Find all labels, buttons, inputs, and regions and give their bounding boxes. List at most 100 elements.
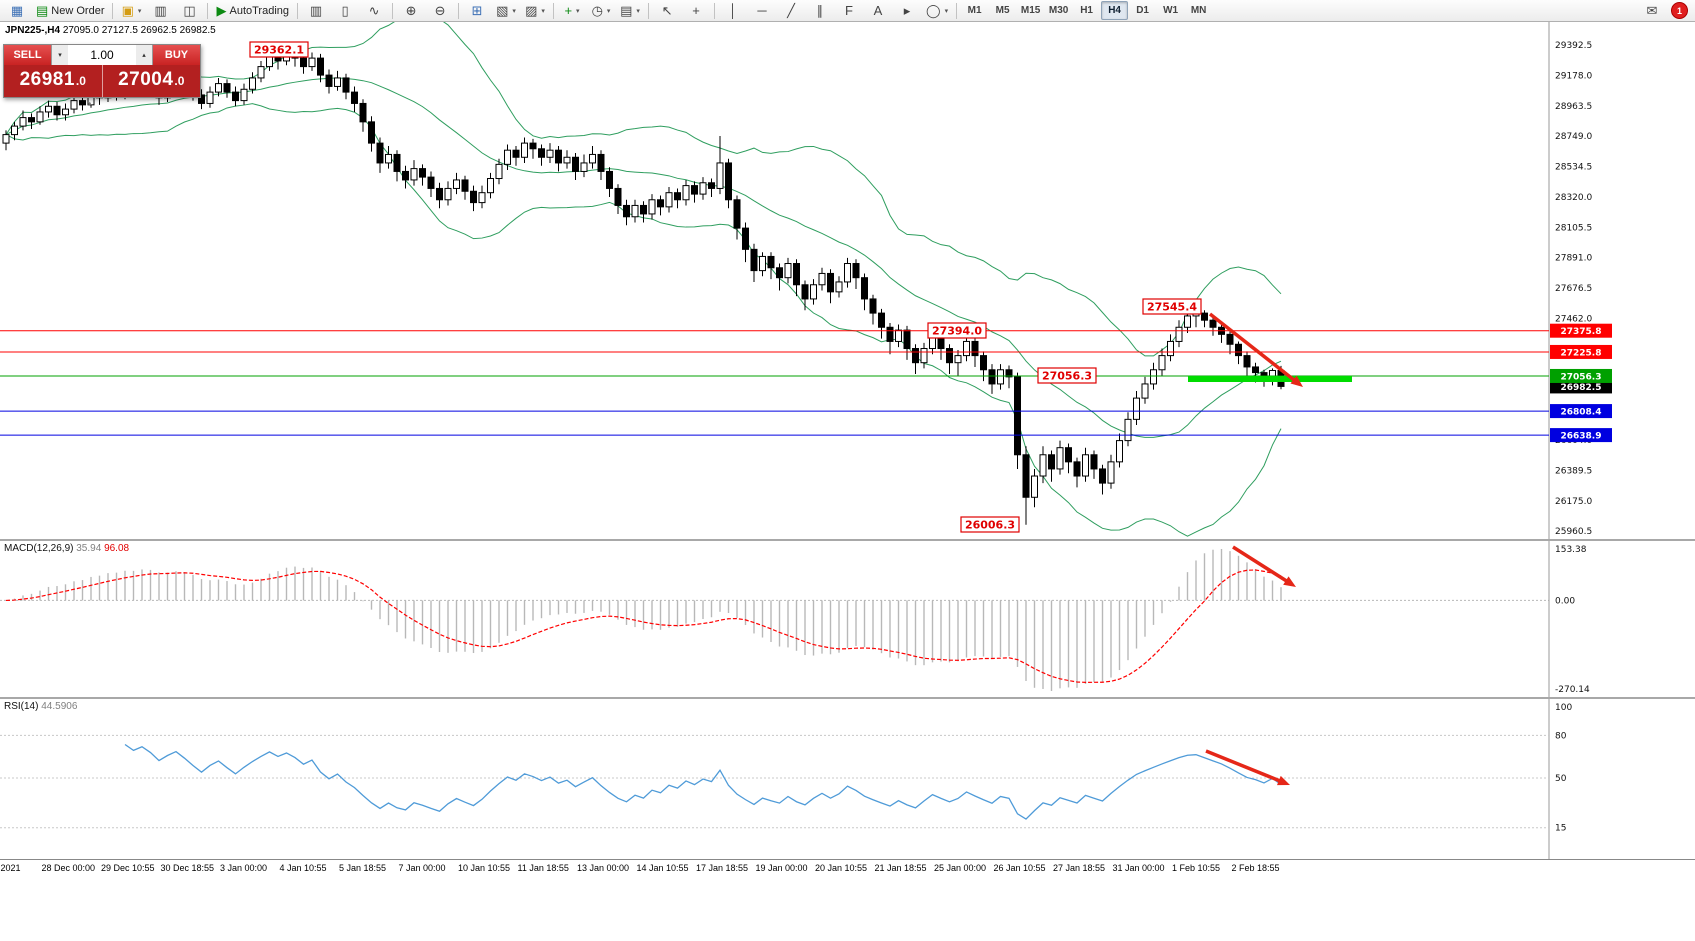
fibonacci-button[interactable]: F (835, 1, 863, 21)
tile-windows-button[interactable]: ⊞ (463, 1, 491, 21)
notification-badge[interactable]: 1 (1671, 2, 1688, 19)
ask-big-digits: 27004 (118, 69, 174, 90)
price-axis-label: 25960.5 (1555, 527, 1592, 537)
price-axis-label: 28105.5 (1555, 223, 1592, 233)
bid-price[interactable]: 26981.0 (4, 65, 103, 97)
text-tool-button[interactable]: A (864, 1, 892, 21)
panel-separator[interactable] (0, 539, 1695, 541)
templates-button[interactable]: ▤ ▾ (616, 1, 644, 21)
chart-window-button[interactable]: ▦ (3, 1, 31, 21)
trend-arrow[interactable] (1232, 545, 1289, 584)
arrows-tool-button[interactable]: ▸ (893, 1, 921, 21)
vertical-line-button[interactable]: │ (719, 1, 747, 21)
time-axis[interactable]: Dec 2021 28 Dec 00:00 29 Dec 10:55 30 Dec 1… (0, 859, 1695, 878)
trend-arrow-head (1277, 775, 1290, 786)
indicators-button[interactable]: + ▾ (558, 1, 586, 21)
panel-separator[interactable] (0, 697, 1695, 699)
rsi-axis-label: 50 (1555, 774, 1567, 784)
chevron-down-icon: ▾ (606, 7, 611, 15)
rsi-panel[interactable]: 100 80 50 15 RSI(14) 44.5906 (0, 699, 1695, 859)
rsi-canvas[interactable]: 100 80 50 15 (0, 699, 1695, 859)
trendline-icon: ╱ (787, 3, 795, 18)
alerts-button[interactable]: ✉ (1638, 1, 1666, 21)
time-axis-label: 17 Jan 18:55 (696, 863, 749, 873)
timeframe-h1-button[interactable]: H1 (1080, 5, 1093, 16)
sell-button[interactable]: SELL (4, 45, 51, 65)
price-chart-canvas[interactable]: 29392.5 29178.0 28963.5 28749.0 28534.5 28320… (0, 22, 1695, 539)
bar-chart-button[interactable]: ▥ (302, 1, 330, 21)
callout-text: 29362.1 (254, 44, 304, 57)
horizontal-line-button[interactable]: ─ (748, 1, 776, 21)
time-axis-label: 25 Jan 00:00 (934, 863, 987, 873)
zoom-in-button[interactable]: ⊕ (397, 1, 425, 21)
autotrading-button[interactable]: ▶ AutoTrading (212, 2, 293, 20)
trendline-button[interactable]: ╱ (777, 1, 805, 21)
timeframe-mn-button[interactable]: MN (1190, 5, 1207, 16)
axis-price-box-text: 26982.5 (1561, 383, 1602, 393)
new-order-button[interactable]: ▤ New Order (32, 2, 108, 20)
price-axis-label: 26389.5 (1555, 466, 1592, 476)
print-preview-button[interactable]: ◫ (175, 1, 203, 21)
line-chart-button[interactable]: ∿ (360, 1, 388, 21)
bollinger-upper (5, 22, 1282, 357)
volume-stepper[interactable]: ▾ 1.00 ▴ (51, 45, 153, 65)
volume-value[interactable]: 1.00 (90, 48, 114, 62)
chevron-down-icon: ▾ (636, 7, 640, 15)
callout-27056.3[interactable] (1037, 367, 1097, 384)
main-chart-panel[interactable]: 29392.5 29178.0 28963.5 28749.0 28534.5 28320… (0, 22, 1695, 539)
timeframe-d1-button[interactable]: D1 (1136, 5, 1149, 16)
shapes-icon: ◯ (926, 3, 941, 18)
volume-increase-button[interactable]: ▴ (136, 45, 152, 65)
cursor-button[interactable]: ↖ (653, 1, 681, 21)
timeframe-h4-button[interactable]: H4 (1101, 1, 1129, 20)
shapes-button[interactable]: ◯ ▾ (922, 1, 952, 21)
buy-button[interactable]: BUY (153, 45, 200, 65)
macd-histogram (13, 549, 1282, 691)
time-axis-label: 1 Feb 10:55 (1172, 863, 1221, 873)
callout-text: 27394.0 (932, 325, 982, 338)
alert-icon: ✉ (1646, 3, 1658, 18)
volume-decrease-button[interactable]: ▾ (52, 45, 68, 65)
axis-price-box-27056.3 (1550, 368, 1612, 383)
new-chart-button[interactable]: ▧ ▾ (492, 1, 520, 21)
expert-advisors-button[interactable]: ▣ ▾ (117, 1, 145, 21)
price-axis-label: 28320.0 (1555, 193, 1592, 203)
crosshair-button[interactable]: + (682, 1, 710, 21)
candlestick-button[interactable]: ▯ (331, 1, 359, 21)
print-preview-icon: ◫ (183, 3, 196, 18)
macd-signal-value: 96.08 (104, 543, 130, 554)
timeframe-m15-button[interactable]: M15 (1020, 5, 1041, 16)
chevron-down-icon: ▾ (944, 7, 949, 15)
callout-27545.4[interactable] (1142, 298, 1202, 315)
zoom-out-button[interactable]: ⊖ (426, 1, 454, 21)
autotrading-play-icon: ▶ (216, 3, 227, 18)
template-icon: ▤ (620, 3, 633, 18)
callout-26006.3[interactable] (960, 516, 1020, 533)
channel-icon: ∥ (816, 3, 824, 18)
autotrading-label: AutoTrading (229, 4, 290, 17)
timeframe-w1-button[interactable]: W1 (1163, 5, 1179, 16)
time-axis-label: 3 Jan 00:00 (220, 863, 268, 873)
macd-canvas[interactable]: 153.38 0.00 -270.14 (0, 541, 1695, 697)
callout-29362.1[interactable] (249, 41, 309, 58)
profiles-button[interactable]: ▨ ▾ (521, 1, 549, 21)
price-axis-label: 27891.0 (1555, 254, 1592, 264)
ohlc-values: 27095.0 27127.5 26962.5 26982.5 (62, 25, 216, 36)
trade-panel-collapse-toggle[interactable]: ▴ (88, 100, 92, 107)
timeframe-m1-button[interactable]: M1 (967, 5, 982, 16)
channel-button[interactable]: ∥ (806, 1, 834, 21)
candlestick-icon: ▯ (341, 3, 349, 18)
trend-arrow[interactable] (1205, 749, 1282, 783)
timeframe-m30-button[interactable]: M30 (1048, 5, 1069, 16)
trend-arrow[interactable] (1208, 312, 1297, 383)
time-axis-label: Dec 2021 (0, 863, 21, 873)
periods-button[interactable]: ◷ ▾ (587, 1, 615, 21)
macd-panel[interactable]: 153.38 0.00 -270.14 MACD(12,26,9) 35.94 96… (0, 541, 1695, 697)
callout-27394.0[interactable] (927, 322, 987, 339)
new-order-icon: ▤ (36, 3, 49, 18)
time-axis-label: 26 Jan 10:55 (993, 863, 1046, 873)
ask-price[interactable]: 27004.0 (103, 65, 201, 97)
toolbar-separator (956, 2, 958, 19)
print-button[interactable]: ▥ (146, 1, 174, 21)
timeframe-m5-button[interactable]: M5 (995, 5, 1010, 16)
